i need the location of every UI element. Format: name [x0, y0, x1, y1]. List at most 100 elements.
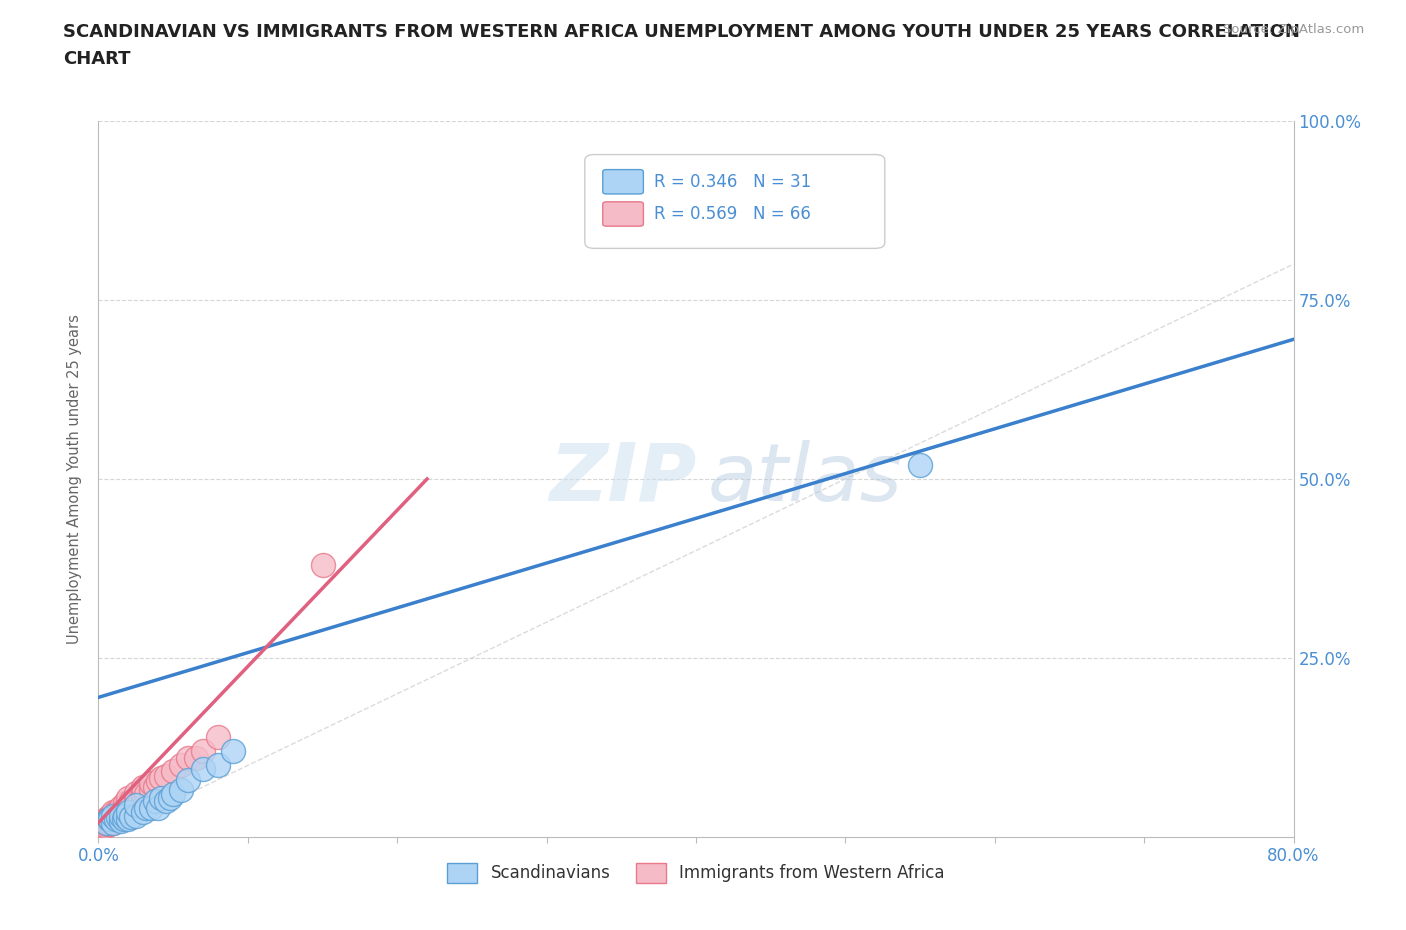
Point [110, 808, 132, 823]
Point [155, 769, 177, 784]
Point [117, 801, 139, 816]
Point [311, 557, 333, 572]
Point [110, 808, 132, 823]
Point [908, 458, 931, 472]
Point [114, 808, 136, 823]
Point [129, 792, 152, 807]
Point [91, 816, 114, 830]
Point [105, 808, 128, 823]
Point [117, 795, 139, 810]
Point [110, 814, 132, 829]
Point [139, 783, 162, 798]
Point [105, 812, 128, 827]
Point [135, 801, 157, 816]
Text: ZIP: ZIP [548, 440, 696, 518]
Point [132, 804, 155, 819]
Point [148, 801, 170, 816]
Point [139, 801, 162, 816]
Point [135, 787, 157, 802]
Point [125, 801, 148, 816]
Point [155, 794, 177, 809]
Point [111, 804, 134, 819]
Point [162, 764, 184, 778]
Point [169, 783, 191, 798]
Point [132, 790, 155, 805]
Point [107, 812, 129, 827]
Point [103, 804, 125, 819]
Point [101, 814, 124, 829]
Point [97, 809, 120, 824]
Point [117, 812, 139, 827]
FancyBboxPatch shape [585, 154, 884, 248]
Point [169, 758, 191, 773]
Point [97, 812, 120, 827]
Point [148, 774, 170, 789]
FancyBboxPatch shape [603, 169, 644, 194]
Point [117, 803, 139, 817]
Point [110, 803, 132, 817]
Point [94, 816, 117, 830]
Point [177, 751, 200, 765]
Point [207, 729, 229, 744]
Point [91, 818, 114, 833]
Text: atlas: atlas [709, 440, 903, 518]
Point [114, 804, 136, 819]
Text: SCANDINAVIAN VS IMMIGRANTS FROM WESTERN AFRICA UNEMPLOYMENT AMONG YOUTH UNDER 25: SCANDINAVIAN VS IMMIGRANTS FROM WESTERN … [63, 23, 1301, 68]
Point [93, 817, 115, 831]
Point [112, 804, 135, 819]
Point [96, 814, 118, 829]
Point [114, 795, 136, 810]
Point [98, 812, 122, 827]
Point [98, 816, 122, 830]
Point [94, 816, 117, 830]
Point [222, 744, 245, 759]
Text: R = 0.569   N = 66: R = 0.569 N = 66 [654, 205, 811, 223]
Point [184, 751, 207, 765]
Point [94, 814, 117, 829]
Point [177, 772, 200, 787]
Point [97, 817, 120, 831]
Point [143, 779, 166, 794]
Point [150, 771, 173, 786]
Point [103, 809, 125, 824]
Point [207, 758, 229, 773]
Point [105, 804, 128, 819]
Point [117, 804, 139, 819]
Point [125, 808, 148, 823]
Point [107, 804, 129, 819]
Point [107, 808, 129, 823]
Point [111, 808, 134, 823]
Point [103, 806, 125, 821]
Point [103, 808, 125, 823]
Point [94, 812, 117, 827]
Point [103, 816, 125, 830]
Point [150, 790, 173, 805]
Point [125, 790, 148, 805]
Point [191, 744, 214, 759]
Point [103, 816, 125, 830]
Point [105, 812, 128, 827]
Point [103, 812, 125, 827]
Point [191, 762, 214, 777]
Point [97, 814, 120, 829]
Point [110, 812, 132, 827]
Point [125, 797, 148, 812]
Point [120, 809, 142, 824]
Point [139, 776, 162, 790]
Point [110, 800, 132, 815]
Point [162, 787, 184, 802]
Point [107, 809, 129, 824]
Point [159, 790, 181, 805]
Text: Source: ZipAtlas.com: Source: ZipAtlas.com [1223, 23, 1364, 36]
Point [117, 790, 139, 805]
Point [96, 817, 118, 831]
Point [101, 809, 124, 824]
Point [98, 812, 122, 827]
Point [98, 808, 122, 823]
Point [120, 794, 142, 809]
Point [94, 818, 117, 833]
Point [132, 787, 155, 802]
Legend: Scandinavians, Immigrants from Western Africa: Scandinavians, Immigrants from Western A… [441, 856, 950, 889]
Point [114, 801, 136, 816]
FancyBboxPatch shape [603, 202, 644, 226]
